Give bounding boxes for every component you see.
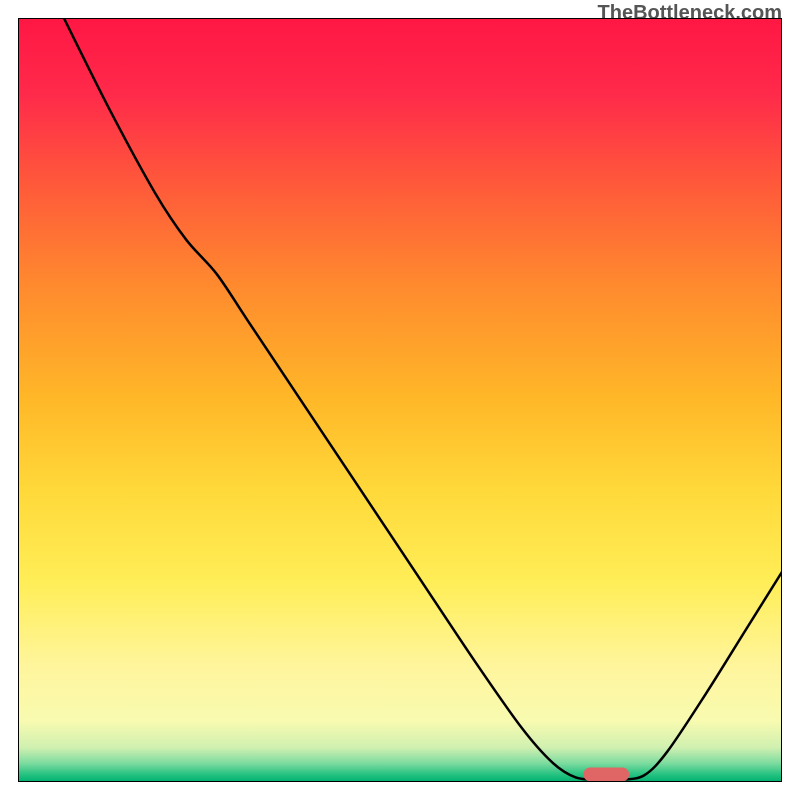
bottleneck-curve-chart [18,18,782,782]
chart-container: { "watermark": { "text": "TheBottleneck.… [0,0,800,800]
optimal-range-marker [583,767,629,781]
plot-area [18,18,782,782]
chart-background [18,18,782,782]
